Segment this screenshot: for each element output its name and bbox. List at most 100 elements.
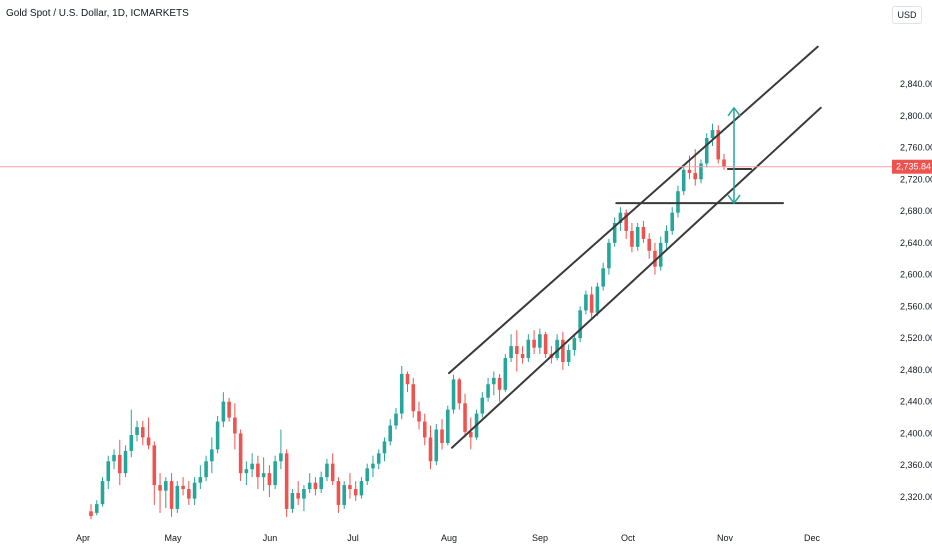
candle <box>411 377 416 418</box>
candle <box>376 449 381 470</box>
time-tick-label: Nov <box>717 533 734 543</box>
candle-body <box>215 421 220 450</box>
candle-body <box>169 481 174 509</box>
price-tick-label: 2,400.00 <box>900 428 932 438</box>
candle <box>624 209 628 239</box>
candle <box>175 481 180 513</box>
candle <box>618 207 623 231</box>
candle-body <box>106 461 111 482</box>
candle <box>296 481 300 505</box>
candle <box>445 405 450 446</box>
time-tick-label: Oct <box>621 533 636 543</box>
candle-body <box>267 473 272 486</box>
candle <box>589 286 594 319</box>
candle-body <box>100 481 105 505</box>
candle <box>100 477 105 507</box>
last-price-label-bg <box>892 159 932 174</box>
candle <box>164 477 168 509</box>
price-tick-label: 2,720.00 <box>900 174 932 184</box>
candle <box>221 392 226 428</box>
time-tick-label: Jun <box>263 533 278 543</box>
candle <box>434 423 439 466</box>
candle-body <box>227 401 231 418</box>
candle-body <box>256 463 260 478</box>
price-tick-label: 2,480.00 <box>900 365 932 375</box>
candle <box>227 397 231 422</box>
candle-body <box>647 238 651 251</box>
channel-lower-line[interactable] <box>450 106 822 449</box>
price-tick-label: 2,320.00 <box>900 492 932 502</box>
candle-body <box>480 397 485 414</box>
candle-body <box>687 169 692 173</box>
candle <box>497 373 502 402</box>
arrow-up-projection[interactable] <box>727 106 741 169</box>
candle <box>112 449 116 470</box>
candle-body <box>405 373 410 385</box>
candle-body <box>244 469 249 474</box>
candle <box>129 409 134 458</box>
candle-body <box>618 212 623 223</box>
candle-body <box>411 384 416 412</box>
candlestick-series <box>89 123 726 520</box>
candle <box>635 222 640 251</box>
drawings[interactable] <box>448 45 822 449</box>
price-tick-label: 2,440.00 <box>900 397 932 407</box>
channel-upper-line[interactable] <box>448 45 819 375</box>
candle-body <box>641 226 646 239</box>
candle-body <box>371 463 375 469</box>
candle-body <box>434 429 439 462</box>
arrow-down-projection[interactable] <box>727 168 741 205</box>
candle <box>566 344 571 366</box>
candle-body <box>538 334 542 348</box>
candle <box>503 354 508 393</box>
candle-body <box>555 339 559 359</box>
candle-body <box>722 159 726 167</box>
candle-body <box>198 477 203 483</box>
candle <box>463 393 467 438</box>
candle-body <box>233 417 237 434</box>
candle <box>141 420 145 446</box>
candle-body <box>463 403 467 432</box>
candle <box>152 441 157 505</box>
candle-body <box>543 334 548 355</box>
candle <box>676 185 680 218</box>
candle <box>158 473 162 513</box>
candle-body <box>509 346 513 359</box>
candle <box>382 437 387 462</box>
candle <box>256 455 260 490</box>
candle-body <box>89 511 93 517</box>
candle-body <box>135 427 139 436</box>
candle-body <box>336 481 341 505</box>
candle-body <box>670 212 674 231</box>
candle-body <box>572 338 577 351</box>
candle <box>325 458 329 482</box>
candle <box>359 477 364 499</box>
candle-body <box>601 268 605 287</box>
candle-body <box>319 477 323 490</box>
candle <box>722 153 726 170</box>
candle <box>526 334 531 362</box>
candle <box>290 489 295 513</box>
candle-body <box>457 379 462 404</box>
candle-body <box>486 384 490 398</box>
candle <box>480 392 485 418</box>
price-axis[interactable]: 2,320.00 2,360.00 2,400.00 2,440.00 2,480.00… <box>900 79 932 502</box>
candle-body <box>284 453 289 509</box>
candle <box>261 457 266 491</box>
candle <box>428 425 433 470</box>
candle <box>612 217 617 247</box>
candle-body <box>175 485 180 509</box>
last-price-label: 2,735.84 <box>896 162 931 172</box>
price-tick-label: 2,760.00 <box>900 143 932 153</box>
candle-body <box>607 242 611 269</box>
candle <box>279 429 283 470</box>
candle <box>710 123 715 146</box>
candle <box>543 331 548 359</box>
candle <box>492 371 496 396</box>
candle <box>595 282 600 316</box>
candle-body <box>716 130 721 160</box>
currency-selector[interactable]: USD <box>892 6 922 24</box>
time-axis[interactable]: Apr May Jun Jul Aug Sep Oct Nov Dec <box>76 533 821 543</box>
candle <box>146 417 151 450</box>
